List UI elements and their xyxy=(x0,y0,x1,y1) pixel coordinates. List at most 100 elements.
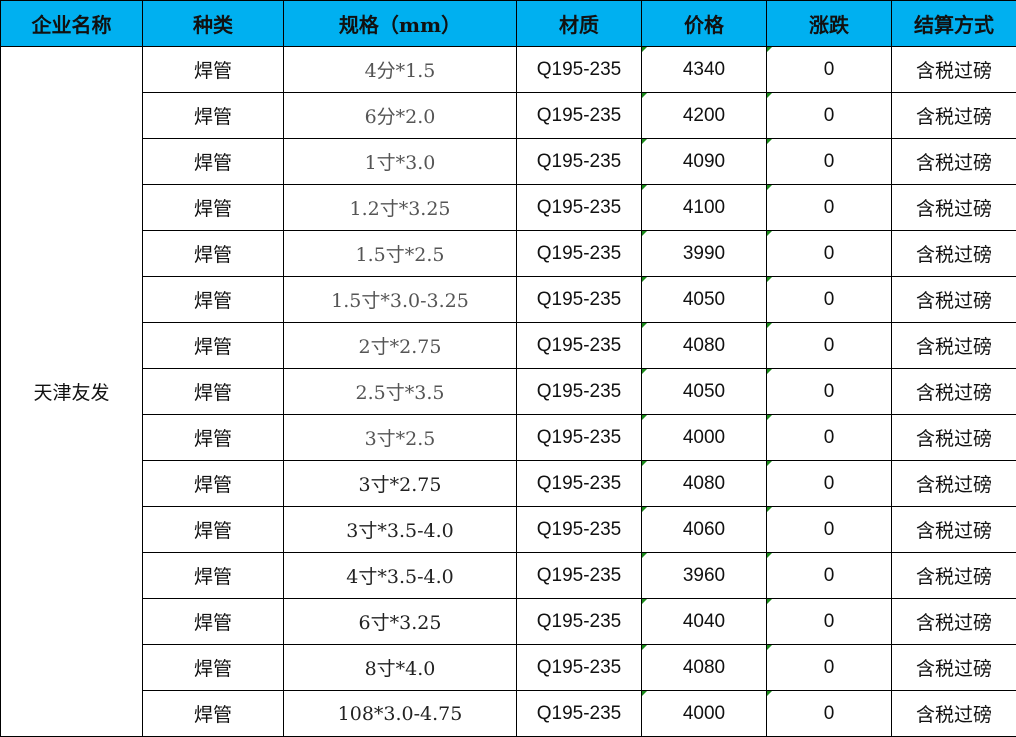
type-cell[interactable]: 焊管 xyxy=(142,460,284,507)
price-cell[interactable]: 4200 xyxy=(641,92,767,139)
settlement-cell[interactable]: 含税过磅 xyxy=(891,598,1016,645)
change-cell[interactable]: 0 xyxy=(766,46,892,93)
price-cell[interactable]: 4050 xyxy=(641,276,767,323)
settlement-cell[interactable]: 含税过磅 xyxy=(891,230,1016,277)
change-cell[interactable]: 0 xyxy=(766,138,892,185)
type-cell[interactable]: 焊管 xyxy=(142,184,284,231)
change-cell[interactable]: 0 xyxy=(766,92,892,139)
price-cell[interactable]: 4050 xyxy=(641,368,767,415)
header-change[interactable]: 涨跌 xyxy=(766,0,892,47)
material-cell[interactable]: Q195-235 xyxy=(516,460,642,507)
material-cell[interactable]: Q195-235 xyxy=(516,46,642,93)
spec-cell[interactable]: 2.5寸*3.5 xyxy=(283,368,517,415)
spec-cell[interactable]: 1.2寸*3.25 xyxy=(283,184,517,231)
type-cell[interactable]: 焊管 xyxy=(142,552,284,599)
material-cell[interactable]: Q195-235 xyxy=(516,322,642,369)
change-cell[interactable]: 0 xyxy=(766,598,892,645)
price-cell[interactable]: 4080 xyxy=(641,322,767,369)
type-cell[interactable]: 焊管 xyxy=(142,414,284,461)
change-cell[interactable]: 0 xyxy=(766,322,892,369)
company-cell[interactable]: 天津友发 xyxy=(0,46,143,737)
spec-cell[interactable]: 8寸*4.0 xyxy=(283,644,517,691)
settlement-cell[interactable]: 含税过磅 xyxy=(891,184,1016,231)
price-cell[interactable]: 4080 xyxy=(641,644,767,691)
type-cell[interactable]: 焊管 xyxy=(142,368,284,415)
change-cell[interactable]: 0 xyxy=(766,506,892,553)
spec-cell[interactable]: 3寸*2.5 xyxy=(283,414,517,461)
header-settlement[interactable]: 结算方式 xyxy=(891,0,1016,47)
spec-cell[interactable]: 3寸*3.5-4.0 xyxy=(283,506,517,553)
price-cell[interactable]: 4080 xyxy=(641,460,767,507)
settlement-cell[interactable]: 含税过磅 xyxy=(891,322,1016,369)
type-cell[interactable]: 焊管 xyxy=(142,690,284,737)
spec-cell[interactable]: 4寸*3.5-4.0 xyxy=(283,552,517,599)
settlement-cell[interactable]: 含税过磅 xyxy=(891,92,1016,139)
settlement-cell[interactable]: 含税过磅 xyxy=(891,690,1016,737)
spec-cell[interactable]: 6分*2.0 xyxy=(283,92,517,139)
change-cell[interactable]: 0 xyxy=(766,460,892,507)
spec-cell[interactable]: 2寸*2.75 xyxy=(283,322,517,369)
material-cell[interactable]: Q195-235 xyxy=(516,230,642,277)
price-cell[interactable]: 4000 xyxy=(641,414,767,461)
change-cell[interactable]: 0 xyxy=(766,276,892,323)
settlement-cell[interactable]: 含税过磅 xyxy=(891,644,1016,691)
spec-cell[interactable]: 1.5寸*2.5 xyxy=(283,230,517,277)
change-cell[interactable]: 0 xyxy=(766,368,892,415)
change-cell[interactable]: 0 xyxy=(766,414,892,461)
type-cell[interactable]: 焊管 xyxy=(142,46,284,93)
price-cell[interactable]: 4090 xyxy=(641,138,767,185)
change-cell[interactable]: 0 xyxy=(766,690,892,737)
price-cell[interactable]: 3960 xyxy=(641,552,767,599)
spec-cell[interactable]: 6寸*3.25 xyxy=(283,598,517,645)
table-row: 焊管 3寸*3.5-4.0 Q195-235 4060 0 含税过磅 xyxy=(1,506,1016,553)
spec-cell[interactable]: 1寸*3.0 xyxy=(283,138,517,185)
spec-cell[interactable]: 4分*1.5 xyxy=(283,46,517,93)
header-spec[interactable]: 规格（mm） xyxy=(283,0,517,47)
price-cell[interactable]: 4100 xyxy=(641,184,767,231)
header-material[interactable]: 材质 xyxy=(516,0,642,47)
table-row: 焊管 6分*2.0 Q195-235 4200 0 含税过磅 xyxy=(1,92,1016,139)
price-cell[interactable]: 4340 xyxy=(641,46,767,93)
material-cell[interactable]: Q195-235 xyxy=(516,598,642,645)
settlement-cell[interactable]: 含税过磅 xyxy=(891,414,1016,461)
change-cell[interactable]: 0 xyxy=(766,644,892,691)
settlement-cell[interactable]: 含税过磅 xyxy=(891,276,1016,323)
spec-cell[interactable]: 3寸*2.75 xyxy=(283,460,517,507)
type-cell[interactable]: 焊管 xyxy=(142,322,284,369)
type-cell[interactable]: 焊管 xyxy=(142,644,284,691)
price-cell[interactable]: 3990 xyxy=(641,230,767,277)
settlement-cell[interactable]: 含税过磅 xyxy=(891,460,1016,507)
settlement-cell[interactable]: 含税过磅 xyxy=(891,138,1016,185)
settlement-cell[interactable]: 含税过磅 xyxy=(891,368,1016,415)
price-cell[interactable]: 4040 xyxy=(641,598,767,645)
change-cell[interactable]: 0 xyxy=(766,230,892,277)
material-cell[interactable]: Q195-235 xyxy=(516,644,642,691)
type-cell[interactable]: 焊管 xyxy=(142,598,284,645)
settlement-cell[interactable]: 含税过磅 xyxy=(891,552,1016,599)
material-cell[interactable]: Q195-235 xyxy=(516,506,642,553)
price-cell[interactable]: 4000 xyxy=(641,690,767,737)
header-type[interactable]: 种类 xyxy=(142,0,284,47)
type-cell[interactable]: 焊管 xyxy=(142,276,284,323)
material-cell[interactable]: Q195-235 xyxy=(516,184,642,231)
material-cell[interactable]: Q195-235 xyxy=(516,414,642,461)
settlement-cell[interactable]: 含税过磅 xyxy=(891,506,1016,553)
material-cell[interactable]: Q195-235 xyxy=(516,276,642,323)
spec-cell[interactable]: 1.5寸*3.0-3.25 xyxy=(283,276,517,323)
type-cell[interactable]: 焊管 xyxy=(142,92,284,139)
material-cell[interactable]: Q195-235 xyxy=(516,138,642,185)
spec-cell[interactable]: 108*3.0-4.75 xyxy=(283,690,517,737)
type-cell[interactable]: 焊管 xyxy=(142,506,284,553)
settlement-cell[interactable]: 含税过磅 xyxy=(891,46,1016,93)
header-price[interactable]: 价格 xyxy=(641,0,767,47)
material-cell[interactable]: Q195-235 xyxy=(516,368,642,415)
material-cell[interactable]: Q195-235 xyxy=(516,92,642,139)
type-cell[interactable]: 焊管 xyxy=(142,230,284,277)
price-cell[interactable]: 4060 xyxy=(641,506,767,553)
header-company[interactable]: 企业名称 xyxy=(0,0,143,47)
material-cell[interactable]: Q195-235 xyxy=(516,552,642,599)
type-cell[interactable]: 焊管 xyxy=(142,138,284,185)
change-cell[interactable]: 0 xyxy=(766,552,892,599)
change-cell[interactable]: 0 xyxy=(766,184,892,231)
material-cell[interactable]: Q195-235 xyxy=(516,690,642,737)
